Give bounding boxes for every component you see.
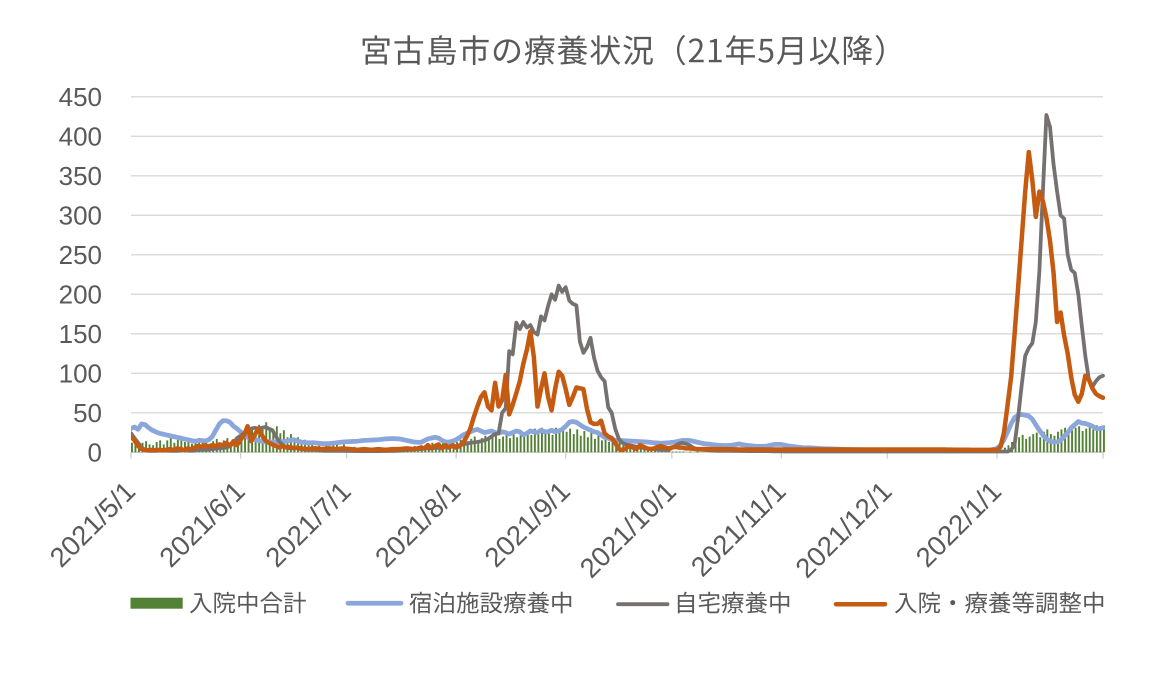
svg-text:200: 200 <box>59 280 102 310</box>
svg-text:50: 50 <box>73 398 102 428</box>
svg-text:250: 250 <box>59 240 102 270</box>
svg-text:400: 400 <box>59 122 102 152</box>
svg-text:150: 150 <box>59 319 102 349</box>
svg-text:450: 450 <box>59 82 102 112</box>
svg-text:300: 300 <box>59 201 102 231</box>
svg-text:100: 100 <box>59 359 102 389</box>
svg-text:0: 0 <box>88 438 102 468</box>
svg-text:350: 350 <box>59 161 102 191</box>
